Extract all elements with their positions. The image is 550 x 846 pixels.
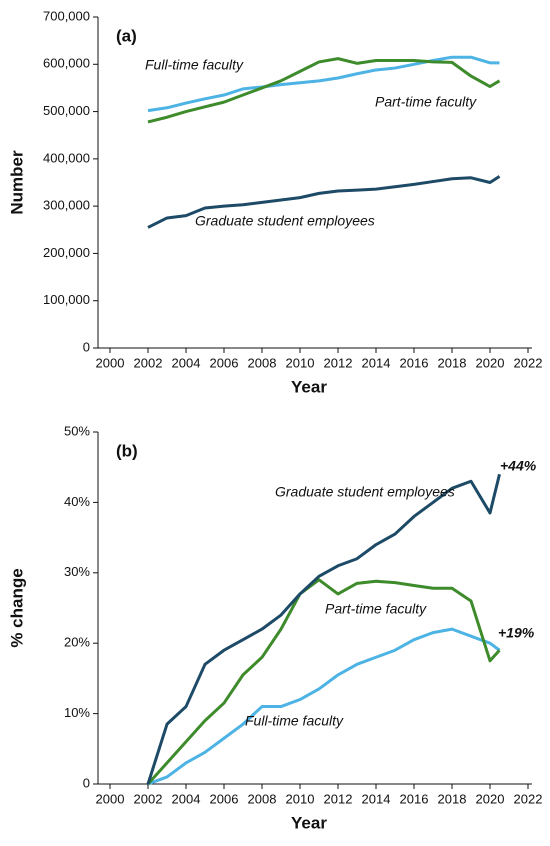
y-tick-label: 0 bbox=[83, 339, 90, 354]
y-tick-label: 20% bbox=[64, 635, 90, 650]
x-tick-label: 2004 bbox=[172, 791, 201, 806]
series-label: Part-time faculty bbox=[375, 94, 477, 110]
series-line bbox=[146, 473, 501, 785]
x-tick-label: 2006 bbox=[210, 791, 239, 806]
x-tick-label: 2008 bbox=[248, 355, 277, 370]
x-tick-label: 2004 bbox=[172, 355, 201, 370]
x-tick-label: 2012 bbox=[324, 791, 353, 806]
series-line bbox=[147, 55, 500, 113]
y-tick-label: 30% bbox=[64, 564, 90, 579]
x-tick-label: 2020 bbox=[476, 355, 505, 370]
annotation: +19% bbox=[498, 625, 535, 641]
y-tick-label: 200,000 bbox=[43, 245, 90, 260]
y-tick-label: 400,000 bbox=[43, 150, 90, 165]
x-axis-title: Year bbox=[291, 377, 327, 396]
series-label: Graduate student employees bbox=[195, 213, 375, 229]
y-tick-label: 500,000 bbox=[43, 103, 90, 118]
x-tick-label: 2016 bbox=[400, 355, 429, 370]
y-tick-label: 600,000 bbox=[43, 56, 90, 71]
series-label: Graduate student employees bbox=[275, 484, 455, 500]
x-tick-label: 2018 bbox=[438, 791, 467, 806]
x-tick-label: 2008 bbox=[248, 791, 277, 806]
x-tick-label: 2020 bbox=[476, 791, 505, 806]
y-tick-label: 100,000 bbox=[43, 292, 90, 307]
x-tick-label: 2022 bbox=[514, 355, 543, 370]
x-axis-title: Year bbox=[291, 813, 327, 832]
y-tick-label: 10% bbox=[64, 705, 90, 720]
series-line bbox=[147, 57, 501, 124]
y-tick-label: 700,000 bbox=[43, 8, 90, 23]
series-label: Full-time faculty bbox=[145, 57, 244, 73]
x-tick-label: 2018 bbox=[438, 355, 467, 370]
y-tick-label: 0 bbox=[83, 775, 90, 790]
panel-label: (b) bbox=[116, 441, 138, 460]
annotation: +44% bbox=[500, 458, 537, 474]
x-tick-label: 2002 bbox=[134, 791, 163, 806]
series-line bbox=[147, 627, 501, 786]
y-tick-label: 40% bbox=[64, 494, 90, 509]
y-axis-title: Number bbox=[7, 150, 26, 215]
y-tick-label: 50% bbox=[64, 423, 90, 438]
series-line bbox=[146, 578, 501, 786]
series-label: Full-time faculty bbox=[245, 713, 344, 729]
x-tick-label: 2006 bbox=[210, 355, 239, 370]
x-tick-label: 2002 bbox=[134, 355, 163, 370]
x-tick-label: 2010 bbox=[286, 791, 315, 806]
series-label: Part-time faculty bbox=[325, 601, 427, 617]
panel-label: (a) bbox=[116, 26, 137, 45]
x-tick-label: 2014 bbox=[362, 355, 391, 370]
x-tick-label: 2022 bbox=[514, 791, 543, 806]
x-tick-label: 2000 bbox=[96, 791, 125, 806]
x-tick-label: 2014 bbox=[362, 791, 391, 806]
x-tick-label: 2016 bbox=[400, 791, 429, 806]
x-tick-label: 2010 bbox=[286, 355, 315, 370]
x-tick-label: 2012 bbox=[324, 355, 353, 370]
y-tick-label: 300,000 bbox=[43, 198, 90, 213]
x-tick-label: 2000 bbox=[96, 355, 125, 370]
series-line bbox=[147, 175, 501, 229]
y-axis-title: % change bbox=[7, 568, 26, 647]
